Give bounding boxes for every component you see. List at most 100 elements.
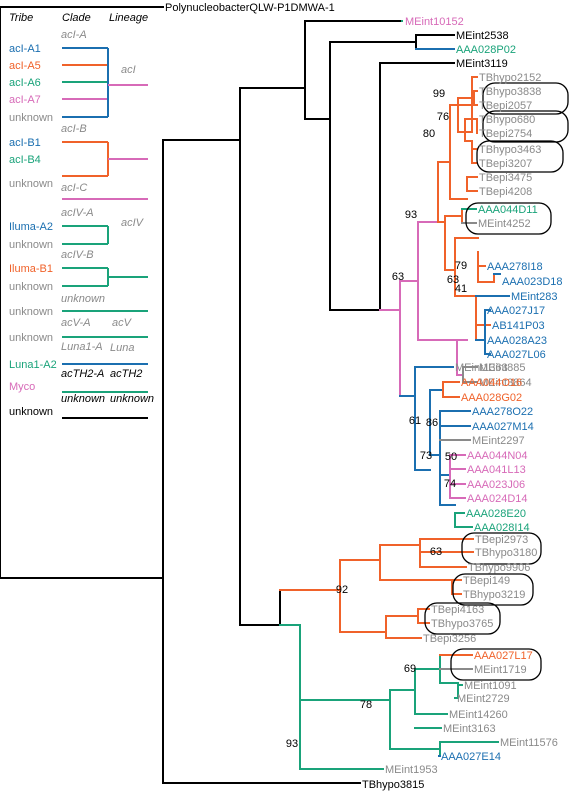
leaf-label: AB141P03 [492, 320, 545, 332]
support-value: 93 [286, 738, 298, 750]
highlight-box [424, 602, 501, 635]
leaf-label: TBhypo3765 [431, 618, 493, 630]
leaf-label: AAA041L13 [467, 464, 526, 476]
leaf-label: MEint885 [479, 362, 525, 374]
leaf-label: MEint11576 [500, 737, 558, 749]
legend-header: Lineage [109, 12, 148, 24]
support-value: 80 [423, 128, 435, 140]
leaf-label: AAA044O16 [461, 377, 522, 389]
leaf-label: TBepi149 [463, 575, 510, 587]
leaf-label: MEint10152 [405, 16, 464, 28]
leaf-label: AAA028P02 [456, 44, 516, 56]
legend-tribe: Luna1-A2 [9, 359, 57, 371]
leaf-label: AAA024D14 [467, 493, 528, 505]
legend-tribe: acI-A5 [9, 60, 41, 72]
leaf-label: MEint1363 [455, 362, 508, 374]
legend-tribe: acI-A6 [9, 77, 41, 89]
leaf-label: TBepi4208 [479, 186, 532, 198]
legend-tribe: unknown [9, 332, 53, 344]
legend-header: Tribe [9, 12, 33, 24]
leaf-label: MEint3119 [456, 58, 508, 70]
leaf-label: MEint1719 [474, 664, 527, 676]
leaf-label: AAA027L17 [474, 650, 533, 662]
leaf-label: TBepi2057 [479, 100, 532, 112]
leaf-label: MEint3163 [443, 723, 496, 735]
leaf-label: MEint2297 [472, 435, 525, 447]
leaf-label: MEint1953 [385, 764, 438, 776]
highlight-box [452, 573, 534, 606]
legend-clade: unknown [61, 393, 105, 405]
legend-clade: acIV-A [61, 207, 94, 219]
leaf-label: TBepi4163 [431, 604, 484, 616]
highlight-box [461, 532, 542, 565]
highlight-box [482, 110, 569, 143]
legend-header: Clade [62, 12, 91, 24]
support-value: 50 [445, 451, 457, 463]
legend-lineage: acV [112, 317, 133, 329]
leaf-label: TBepi2973 [475, 534, 528, 546]
leaf-label: AAA278O22 [472, 406, 533, 418]
leaf-label: AAA028I14 [474, 522, 530, 534]
legend-tribe: unknown [9, 239, 53, 251]
leaf-label: TBepi3256 [423, 633, 476, 645]
legend-lineage: unknown [110, 393, 154, 405]
leaf-label: MEint4252 [478, 218, 531, 230]
legend-tribe: acI-B4 [9, 154, 41, 166]
leaf-label: AAA028E20 [466, 508, 526, 520]
legend-tribe: Iluma-B1 [9, 263, 53, 275]
leaf-label: TBhypo3180 [475, 547, 537, 559]
highlight-boxes [424, 82, 569, 681]
leaf-label: AAA023D18 [502, 276, 563, 288]
leaf-label: MEint3864 [479, 377, 532, 389]
leaf-label: TBepi3475 [479, 172, 532, 184]
support-value: 76 [437, 111, 449, 123]
support-value: 78 [360, 699, 372, 711]
support-value: 41 [455, 283, 467, 295]
leaf-label: TBhypo680 [479, 114, 535, 126]
support-value: 61 [409, 415, 421, 427]
legend-clade: acIV-B [61, 249, 94, 261]
highlight-box [465, 202, 552, 235]
legend-clade: acI-B [61, 123, 87, 135]
legend-lineage: acTH2 [110, 368, 142, 380]
leaf-label: MEint283 [511, 291, 557, 303]
legend-tribe: acI-A1 [9, 43, 41, 55]
leaf-label: MEint2538 [456, 30, 509, 42]
leaf-label: PolynucleobacterQLW-P1DMWA-1 [165, 2, 335, 14]
legend-lines [62, 47, 148, 419]
support-value: 63 [392, 271, 404, 283]
legend: Tribe Clade Lineage acI-A1 acI-A acI acI-A5 acI… [9, 12, 154, 418]
leaf-label: TBepi2754 [479, 128, 532, 140]
leaf-label: AAA028G02 [461, 392, 522, 404]
highlight-box [476, 140, 564, 173]
legend-tribe: unknown [9, 112, 53, 124]
leaf-label: TBhypo3463 [479, 144, 541, 156]
support-value: 74 [444, 478, 456, 490]
leaf-label: AAA027E14 [441, 751, 501, 763]
highlight-box [450, 648, 542, 681]
leaf-label: TBhypo9906 [468, 562, 530, 574]
legend-tribe: unknown [9, 306, 53, 318]
leaf-label: AAA027J17 [487, 305, 545, 317]
highlight-box [482, 82, 569, 115]
legend-tribe: acI-B1 [9, 137, 41, 149]
leaf-labels: PolynucleobacterQLW-P1DMWA-1 MEint10152 ME… [165, 2, 563, 791]
support-value: 63 [430, 546, 442, 558]
support-value: 93 [405, 209, 417, 221]
leaf-label: MEint14260 [449, 709, 508, 721]
leaf-label: TBhypo3838 [479, 86, 541, 98]
legend-tribe: unknown [9, 406, 53, 418]
legend-tribe: Myco [9, 381, 35, 393]
legend-tribe: unknown [9, 178, 53, 190]
legend-clade: unknown [61, 293, 105, 305]
legend-clade: Luna1-A [61, 341, 103, 353]
legend-lineage: acIV [121, 217, 145, 229]
legend-tribe: Iluma-A2 [9, 221, 53, 233]
leaf-label: MEint2729 [457, 693, 510, 705]
support-value: 69 [404, 663, 416, 675]
leaf-label: AAA044D11 [478, 204, 538, 216]
leaf-label: MEint1091 [464, 680, 517, 692]
legend-tribe: acI-A7 [9, 94, 41, 106]
